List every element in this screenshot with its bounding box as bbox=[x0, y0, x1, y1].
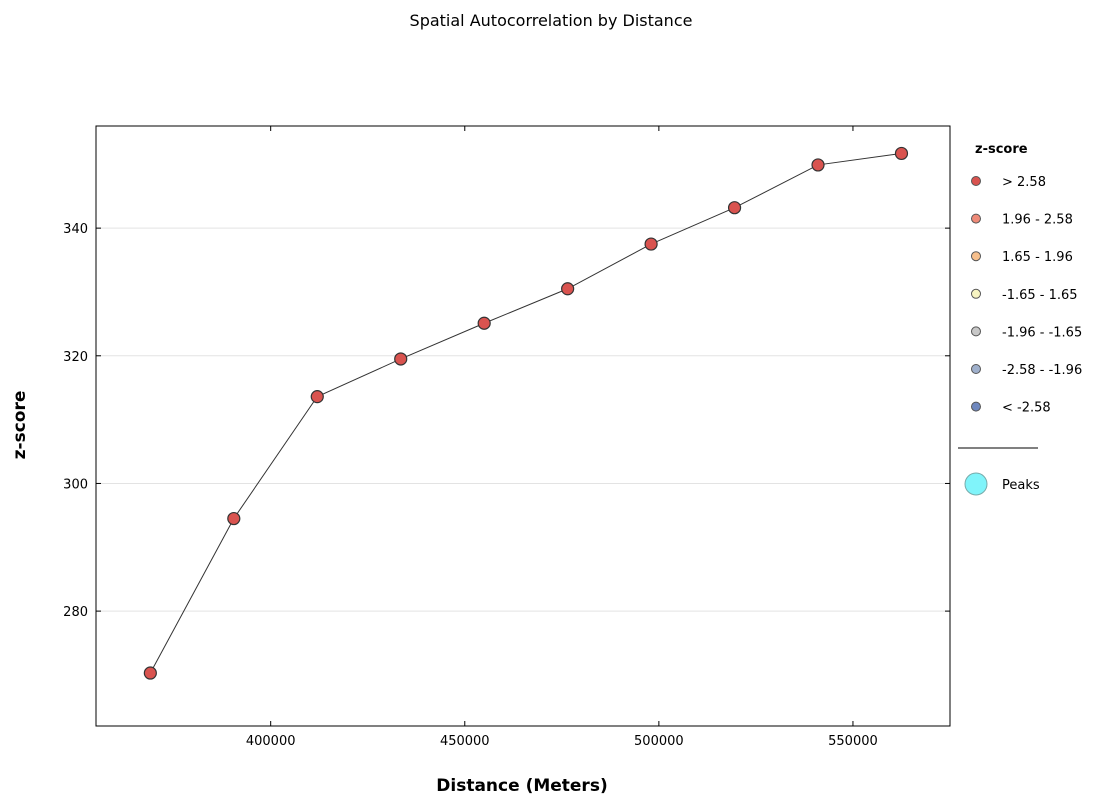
y-axis: 280 300 320 340 bbox=[63, 222, 950, 620]
x-axis-title: Distance (Meters) bbox=[436, 776, 607, 796]
y-axis-title: z-score bbox=[10, 391, 30, 460]
legend-entry-label: -2.58 - -1.96 bbox=[1002, 363, 1082, 378]
legend-entry-label: > 2.58 bbox=[1002, 175, 1046, 190]
legend: z-score > 2.58 1.96 - 2.58 1.65 - 1.96 -1.6… bbox=[958, 142, 1082, 496]
x-tick-label: 450000 bbox=[440, 734, 490, 749]
legend-peaks-marker bbox=[964, 472, 988, 496]
data-point bbox=[644, 237, 658, 251]
legend-marker-2 bbox=[971, 251, 981, 262]
legend-marker-0 bbox=[971, 176, 981, 186]
data-points bbox=[143, 146, 909, 680]
data-point bbox=[143, 666, 157, 680]
data-point bbox=[727, 201, 742, 215]
data-point bbox=[394, 352, 408, 366]
y-tick-label: 280 bbox=[63, 605, 88, 620]
x-axis: 400000 450000 500000 550000 bbox=[246, 126, 878, 749]
legend-title: z-score bbox=[975, 142, 1028, 157]
y-tick-label: 340 bbox=[63, 222, 88, 237]
data-point bbox=[894, 146, 909, 161]
legend-entry-label: -1.96 - -1.65 bbox=[1002, 325, 1082, 340]
data-point bbox=[561, 282, 575, 296]
grid-lines bbox=[96, 227, 950, 612]
legend-entry-label: 1.96 - 2.58 bbox=[1002, 213, 1073, 228]
y-tick-label: 320 bbox=[63, 350, 88, 365]
legend-entry-label: 1.65 - 1.96 bbox=[1002, 250, 1073, 265]
x-tick-label: 550000 bbox=[828, 734, 878, 749]
plot-area bbox=[95, 125, 951, 727]
legend-marker-5 bbox=[971, 364, 981, 374]
legend-marker-3 bbox=[971, 288, 981, 299]
data-point bbox=[310, 390, 324, 404]
data-point bbox=[227, 511, 241, 526]
legend-marker-6 bbox=[971, 401, 981, 412]
data-point bbox=[477, 316, 491, 330]
legend-peaks-label: Peaks bbox=[1002, 478, 1040, 493]
chart-title: Spatial Autocorrelation by Distance bbox=[410, 11, 693, 30]
x-tick-label: 500000 bbox=[634, 734, 684, 749]
legend-entry-label: -1.65 - 1.65 bbox=[1002, 288, 1078, 303]
legend-marker-4 bbox=[971, 326, 981, 337]
y-tick-label: 300 bbox=[63, 477, 88, 492]
data-point bbox=[811, 158, 825, 172]
legend-entry-label: < -2.58 bbox=[1002, 401, 1051, 416]
x-tick-label: 400000 bbox=[246, 734, 296, 749]
series-line bbox=[149, 152, 902, 674]
legend-marker-1 bbox=[971, 213, 981, 224]
